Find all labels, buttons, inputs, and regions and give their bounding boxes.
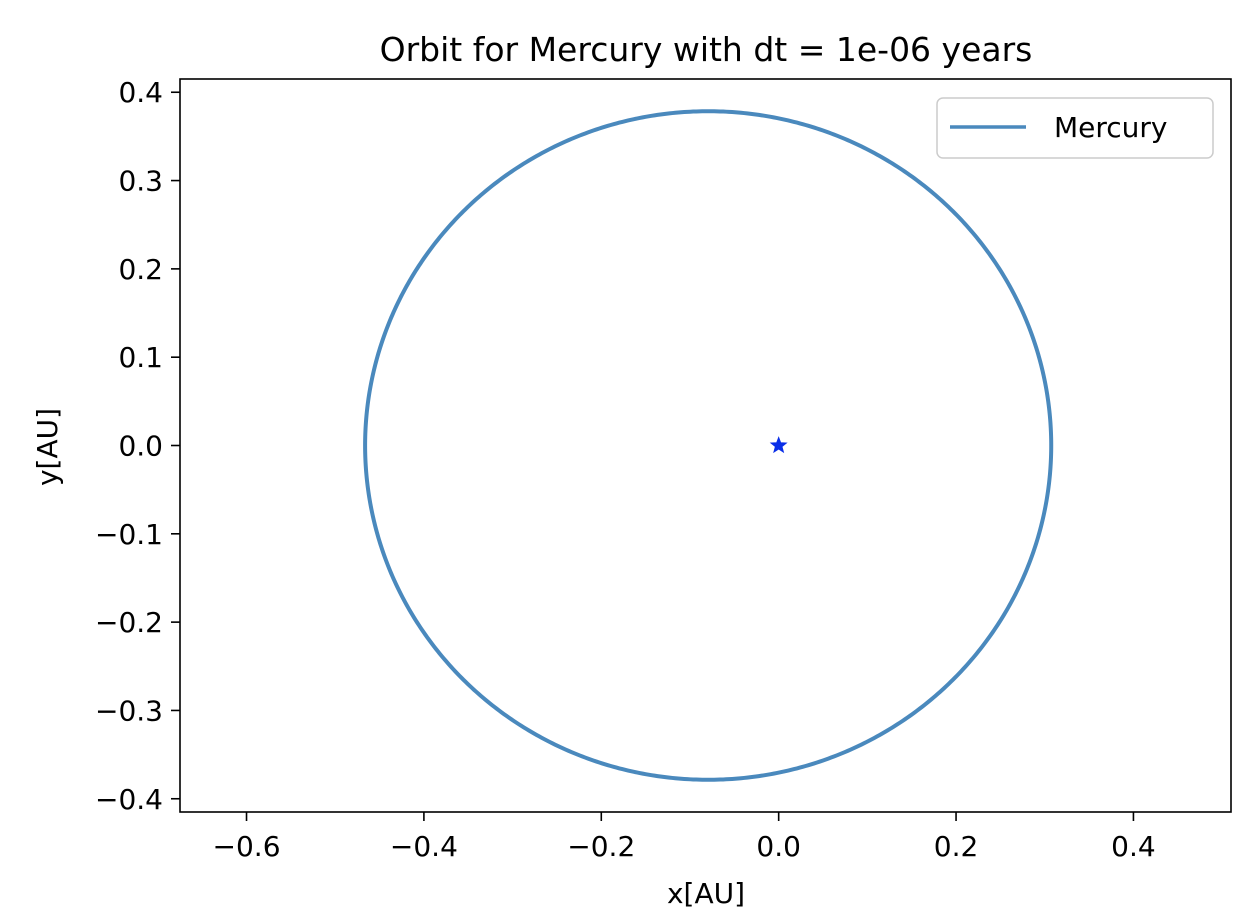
- x-tick-label: 0.0: [756, 830, 801, 863]
- y-tick-label: 0.4: [118, 76, 163, 109]
- y-tick-label: 0.3: [118, 165, 163, 198]
- x-tick-label: 0.2: [934, 830, 979, 863]
- y-tick-label: −0.3: [95, 694, 163, 727]
- plot-area: [363, 109, 1054, 782]
- y-axis-label: y[AU]: [31, 408, 64, 486]
- x-tick-label: −0.6: [213, 830, 281, 863]
- plot-frame: [179, 78, 1232, 813]
- chart-title: Orbit for Mercury with dt = 1e-06 years: [380, 30, 1033, 69]
- legend-label-mercury: Mercury: [1054, 111, 1168, 144]
- x-tick-label: 0.4: [1111, 830, 1156, 863]
- legend-box: [936, 97, 1214, 159]
- y-tick-label: 0.2: [118, 253, 163, 286]
- y-tick-label: 0.0: [118, 430, 163, 463]
- x-axis: −0.6 −0.4 −0.2 0.0 0.2 0.4: [213, 812, 1156, 863]
- legend: Mercury: [936, 97, 1214, 159]
- sun-star-marker: [769, 436, 788, 454]
- x-tick-label: −0.2: [567, 830, 635, 863]
- x-axis-label: x[AU]: [667, 877, 745, 910]
- y-tick-label: −0.1: [95, 518, 163, 551]
- y-axis: −0.4 −0.3 −0.2 −0.1 0.0 0.1 0.2 0.3 0.4: [95, 76, 180, 816]
- y-tick-label: −0.4: [95, 783, 163, 816]
- y-tick-label: 0.1: [118, 341, 163, 374]
- y-tick-label: −0.2: [95, 606, 163, 639]
- orbit-line-mercury: [363, 109, 1054, 782]
- x-tick-label: −0.4: [390, 830, 458, 863]
